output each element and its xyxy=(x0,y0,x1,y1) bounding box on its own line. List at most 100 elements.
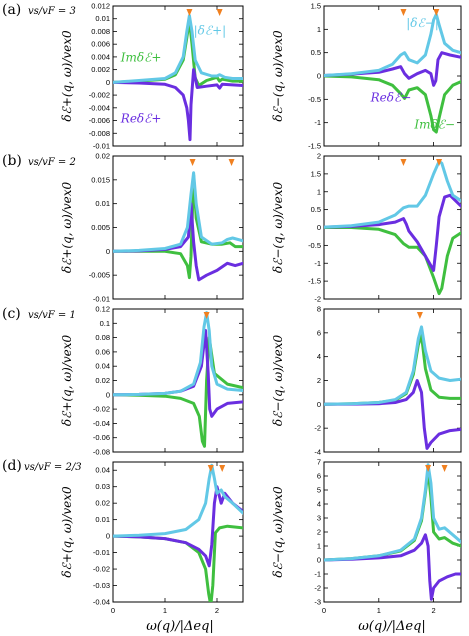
y-tick-label: -1 xyxy=(314,259,321,268)
series-line-abs xyxy=(113,463,243,538)
y-tick-label: -0.02 xyxy=(93,405,110,414)
row-ratio-a: vs/vF = 3 xyxy=(28,6,76,17)
y-tick-label: -3 xyxy=(314,598,321,607)
x-tick-label: 2 xyxy=(432,606,436,615)
y-axis-label: δℰ−(q, ω)/vex0 xyxy=(271,181,285,273)
peak-arrow xyxy=(219,465,226,472)
panel-c-plus: 0.12 0.1 0.08 0.06 0.04 0.02 0 -0.02 -0.04 -0.06 -… xyxy=(60,305,244,457)
plot-frame xyxy=(323,308,462,453)
y-tick-label: 0 xyxy=(106,78,110,87)
peak-arrow xyxy=(400,9,407,16)
row-label-d: (d) xyxy=(2,458,22,474)
peak-arrow xyxy=(441,465,448,472)
row-ratio-d: vs/vF = 2/3 xyxy=(24,462,82,473)
y-tick-label: -2 xyxy=(314,584,321,593)
row-label-c: (c) xyxy=(2,306,21,322)
y-tick-label: 0.008 xyxy=(91,27,110,36)
series-line-im xyxy=(324,226,461,296)
y-tick-label: 0.01 xyxy=(95,515,110,524)
y-tick-label: 0.08 xyxy=(95,333,110,342)
y-tick-label: -0.5 xyxy=(308,241,321,250)
y-tick-label: 0.5 xyxy=(311,205,321,214)
y-tick-label: 0.06 xyxy=(95,347,110,356)
panel-b-plus: 0.02 0.015 0.01 0.005 0 -0.005 -0.01 δℰ+(q, ω)/… xyxy=(60,152,244,304)
y-tick-label: -0.04 xyxy=(93,419,110,428)
y-tick-label: 0.5 xyxy=(311,48,321,57)
y-tick-label: 4 xyxy=(317,352,321,361)
y-tick-label: 0 xyxy=(106,532,110,541)
plot-frame xyxy=(112,155,244,300)
y-tick-label: 1.5 xyxy=(311,169,321,178)
y-tick-label: 1 xyxy=(317,25,321,34)
panel-c-minus: 8 6 4 2 0 -2 -4 δℰ−(q, ω)/vex0 xyxy=(271,305,462,457)
y-tick-label: 0 xyxy=(317,223,321,232)
series-line-im xyxy=(324,333,461,406)
y-tick-label: -0.01 xyxy=(93,548,110,557)
series-line-re xyxy=(324,193,461,272)
series-annotation: Reδℰ− xyxy=(370,91,412,105)
y-tick-label: 1 xyxy=(317,187,321,196)
y-tick-label: 0 xyxy=(317,400,321,409)
row-label-b: (b) xyxy=(2,153,22,169)
y-tick-label: 8 xyxy=(317,305,321,314)
row-label-a: (a) xyxy=(2,2,21,18)
peak-arrow xyxy=(207,465,214,472)
y-tick-label: 5 xyxy=(317,486,321,495)
y-axis-label: δℰ+(q, ω)/vex0 xyxy=(60,181,74,273)
x-tick-label: 1 xyxy=(163,606,167,615)
y-tick-label: 0 xyxy=(106,247,110,256)
y-tick-label: 0.1 xyxy=(100,319,110,328)
y-tick-label: 1 xyxy=(317,542,321,551)
peak-arrow xyxy=(189,159,196,166)
y-axis-label: δℰ−(q, ω)/vex0 xyxy=(271,30,285,122)
peak-arrow xyxy=(436,159,443,166)
y-tick-label: -0.004 xyxy=(89,103,110,112)
series-annotation: Imδℰ+ xyxy=(120,50,162,64)
y-tick-label: 0.02 xyxy=(95,499,110,508)
peak-arrow xyxy=(203,312,210,319)
y-axis-label: δℰ+(q, ω)/vex0 xyxy=(60,334,74,426)
peak-arrow xyxy=(433,9,440,16)
y-tick-label: 0.01 xyxy=(95,14,110,23)
y-axis-label: δℰ+(q, ω)/vex0 xyxy=(60,486,74,578)
y-tick-label: 7 xyxy=(317,458,321,467)
y-tick-label: -1 xyxy=(314,570,321,579)
series-line-im xyxy=(324,468,461,562)
y-tick-label: 0.02 xyxy=(95,152,110,161)
y-tick-label: -0.006 xyxy=(89,116,110,125)
x-axis-label-left: ω(q)/|Δeq| xyxy=(146,619,214,634)
series-line-re xyxy=(113,68,243,142)
series-line-abs xyxy=(113,14,243,84)
x-tick-label: 0 xyxy=(111,606,115,615)
row-ratio-b: vs/vF = 2 xyxy=(28,157,76,168)
y-tick-label: -0.008 xyxy=(89,129,110,138)
y-tick-label: -4 xyxy=(314,448,321,457)
series-annotation: Reδℰ+ xyxy=(120,111,162,125)
peak-arrow xyxy=(425,465,432,472)
panel-a-plus: 0.012 0.01 0.008 0.006 0.004 0.002 0 -0.002 -0.0… xyxy=(60,2,244,151)
y-tick-label: 3 xyxy=(317,514,321,523)
y-tick-label: 2 xyxy=(317,376,321,385)
y-tick-label: 6 xyxy=(317,472,321,481)
y-tick-label: -0.002 xyxy=(89,91,110,100)
series-line-abs xyxy=(324,159,461,229)
y-axis-label: δℰ−(q, ω)/vex0 xyxy=(271,486,285,578)
y-tick-label: 0 xyxy=(317,72,321,81)
panel-d-plus: 0.040.030.020.010-0.01-0.02-0.03-0.040 1 2… xyxy=(60,461,244,615)
y-tick-label: -0.02 xyxy=(93,565,110,574)
y-tick-label: 0.03 xyxy=(95,482,110,491)
y-tick-label: 6 xyxy=(317,328,321,337)
y-axis-label: δℰ−(q, ω)/vex0 xyxy=(271,334,285,426)
y-tick-label: -1 xyxy=(314,118,321,127)
plot-frame xyxy=(112,5,244,147)
series-line-abs xyxy=(113,171,243,253)
y-tick-label: -0.04 xyxy=(93,598,110,607)
peak-arrow xyxy=(186,9,193,16)
series-annotation: Imδℰ− xyxy=(413,117,455,131)
series-annotation: |δℰ−| xyxy=(406,16,439,30)
peak-arrow xyxy=(228,159,235,166)
series-line-im xyxy=(324,74,461,134)
series-line-im xyxy=(113,173,243,280)
